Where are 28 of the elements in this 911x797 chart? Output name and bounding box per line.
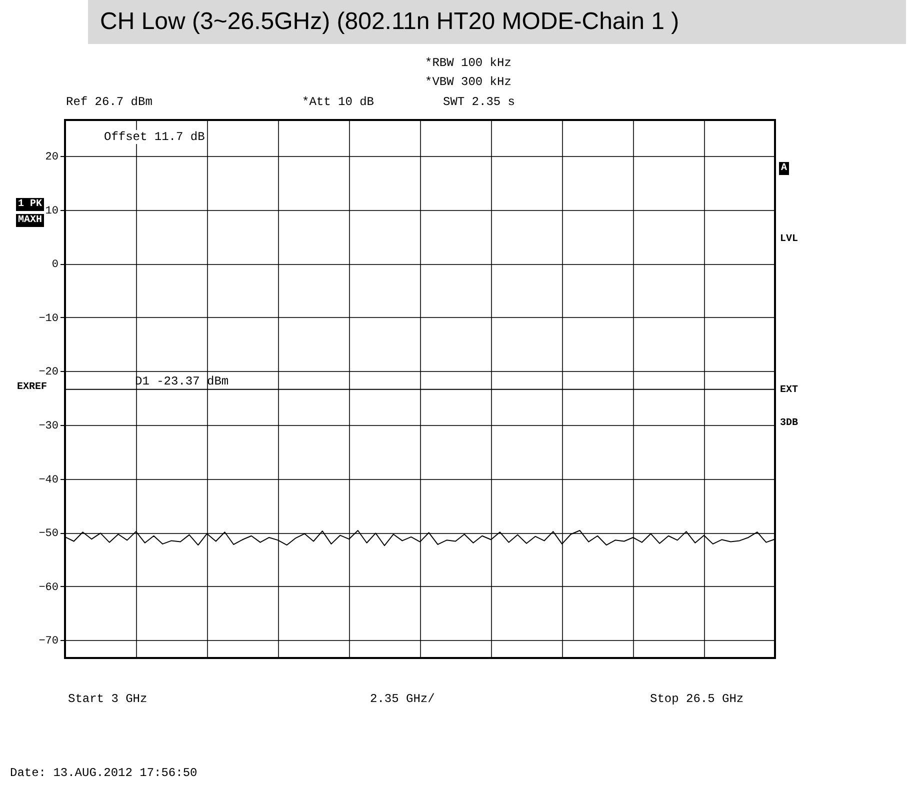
- y-tick-label: −20: [38, 366, 58, 379]
- y-tick-label: −50: [38, 528, 58, 540]
- text: *VBW 300 kHz: [425, 75, 512, 89]
- text: Stop 26.5 GHz: [650, 692, 744, 706]
- chart-title: CH Low (3~26.5GHz) (802.11n HT20 MODE-Chain 1 ): [88, 0, 906, 44]
- y-tick-label: −60: [38, 582, 58, 594]
- text: Ref 26.7 dBm: [66, 95, 152, 109]
- text: 2.35 GHz/: [370, 692, 435, 706]
- y-tick-label: −30: [38, 420, 58, 433]
- y-tick-label: −10: [38, 312, 58, 325]
- text: MAXH: [16, 214, 44, 227]
- annotation: Offset 11.7 dB: [104, 130, 205, 144]
- text: Start 3 GHz: [68, 692, 148, 706]
- text: 1 PK: [16, 198, 44, 211]
- y-tick-label: 10: [45, 205, 58, 218]
- y-tick-label: 20: [45, 152, 58, 164]
- y-tick-label: 0: [52, 259, 58, 272]
- text: 3DB: [780, 418, 798, 429]
- text: A: [779, 162, 790, 175]
- text: *Att 10 dB: [302, 95, 374, 109]
- text: Date: 13.AUG.2012 17:56:50: [10, 766, 198, 780]
- y-tick-label: −40: [38, 474, 58, 486]
- text: *RBW 100 kHz: [425, 56, 512, 70]
- text: EXREF: [17, 382, 48, 393]
- text: EXT: [780, 385, 798, 396]
- text: LVL: [780, 234, 798, 245]
- y-tick-label: −70: [38, 636, 58, 648]
- text: SWT 2.35 s: [443, 95, 516, 109]
